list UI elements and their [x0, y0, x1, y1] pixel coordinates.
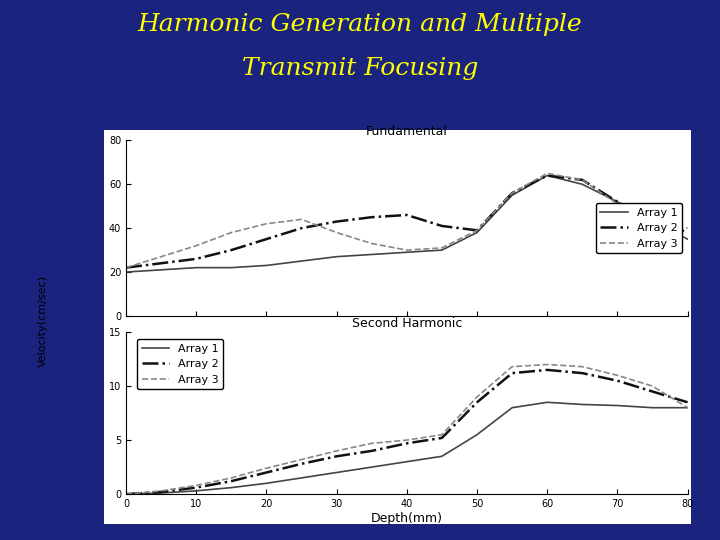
Title: Fundamental: Fundamental [366, 125, 448, 138]
Legend: Array 1, Array 2, Array 3: Array 1, Array 2, Array 3 [595, 203, 682, 253]
Legend: Array 1, Array 2, Array 3: Array 1, Array 2, Array 3 [138, 339, 223, 389]
X-axis label: Depth(mm): Depth(mm) [371, 512, 443, 525]
Title: Second Harmonic: Second Harmonic [351, 316, 462, 329]
Text: Velocity(cm/sec): Velocity(cm/sec) [38, 275, 48, 367]
Text: Transmit Focusing: Transmit Focusing [242, 57, 478, 80]
Text: Harmonic Generation and Multiple: Harmonic Generation and Multiple [138, 14, 582, 37]
